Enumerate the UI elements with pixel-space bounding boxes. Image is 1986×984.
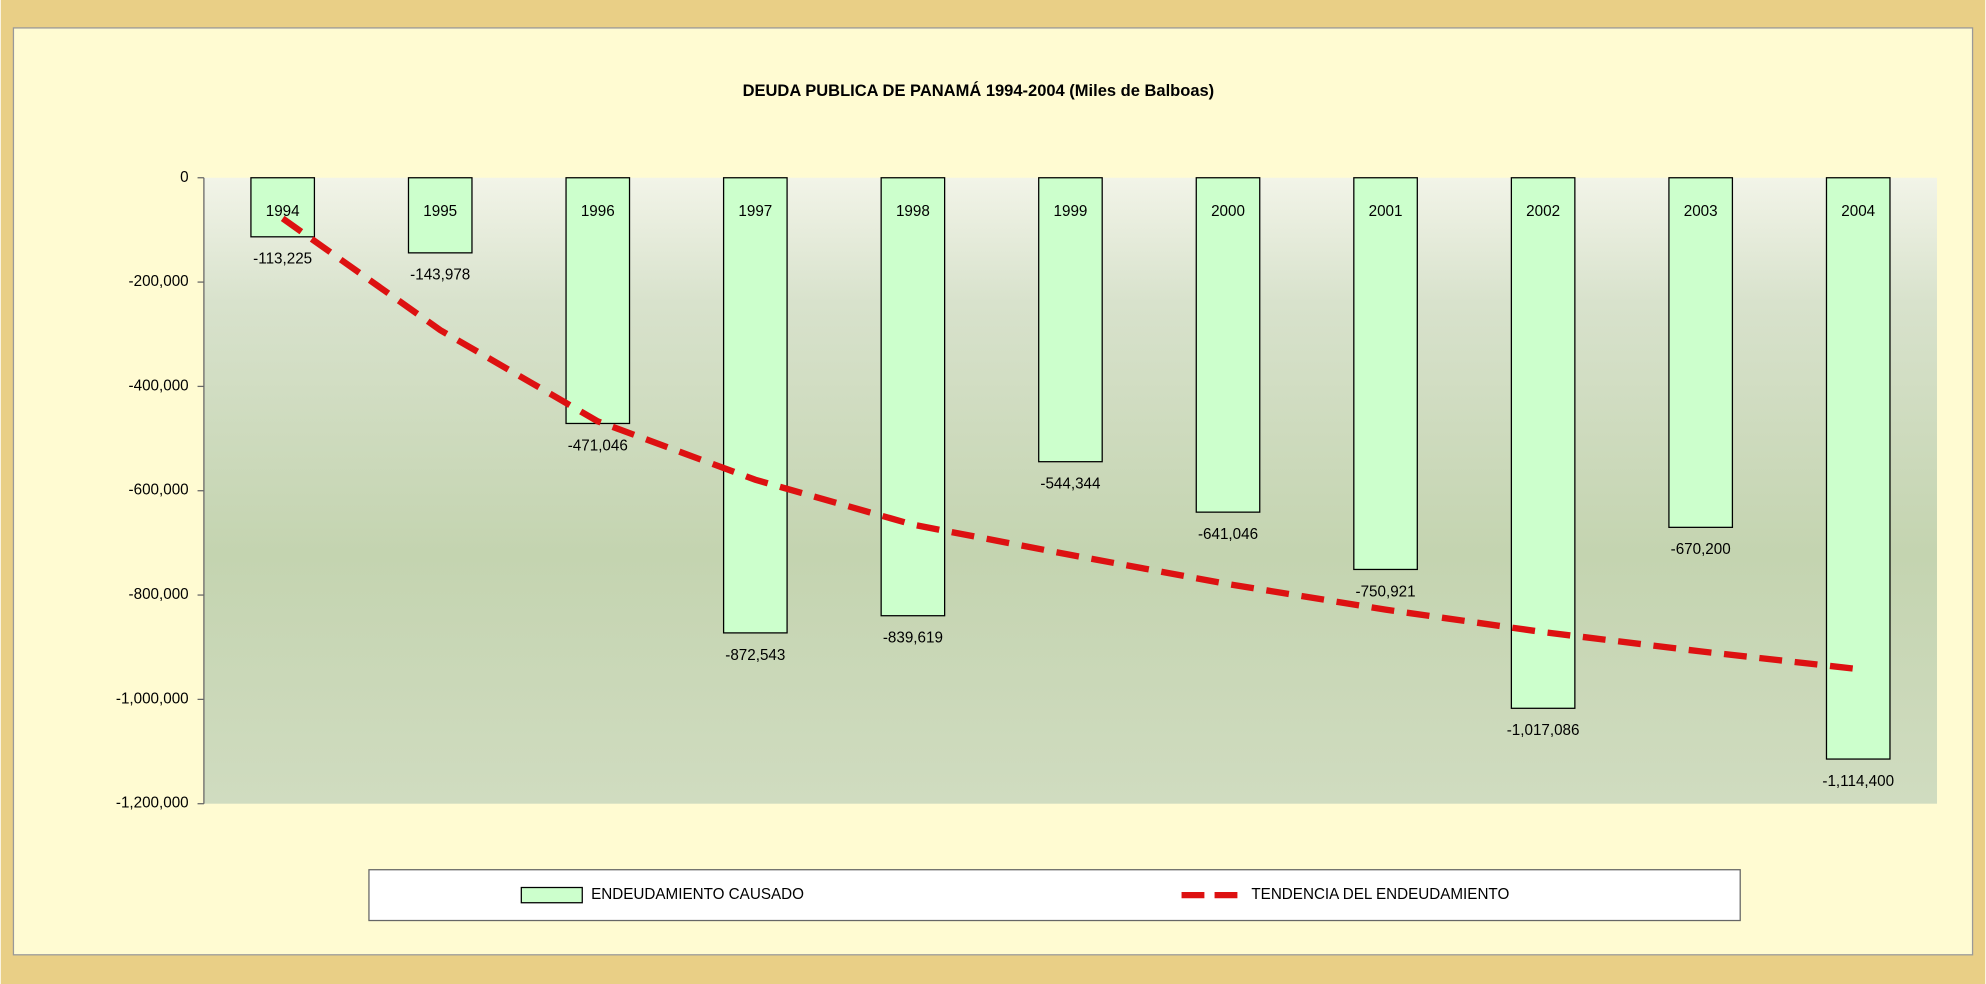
category-label: 2003 [1684, 203, 1718, 220]
page: DEUDA PUBLICA DE PANAMÁ 1994-2004 (Miles… [0, 0, 1986, 984]
data-label: -1,017,086 [1507, 722, 1580, 739]
y-tick-label: -1,200,000 [116, 795, 189, 812]
data-label: -670,200 [1671, 541, 1731, 558]
bar [724, 178, 787, 633]
data-label: -1,114,400 [1822, 773, 1894, 790]
y-tick-label: -200,000 [129, 273, 189, 290]
bar [1196, 178, 1259, 512]
data-label: -471,046 [568, 437, 628, 454]
legend-swatch [521, 888, 582, 903]
category-label: 2000 [1211, 203, 1245, 220]
legend-label: ENDEUDAMIENTO CAUSADO [591, 886, 804, 903]
bar [1039, 178, 1102, 462]
data-label: -143,978 [410, 267, 470, 284]
bar [1354, 178, 1417, 570]
legend-label: TENDENCIA DEL ENDEUDAMIENTO [1251, 886, 1509, 903]
category-label: 2001 [1369, 203, 1403, 220]
data-label: -839,619 [883, 630, 943, 647]
bar [1826, 178, 1889, 759]
category-label: 1995 [423, 203, 457, 220]
category-label: 2004 [1841, 203, 1875, 220]
y-tick-label: -800,000 [129, 586, 189, 603]
bar [881, 178, 944, 616]
category-label: 1994 [266, 203, 300, 220]
y-tick-label: 0 [180, 169, 188, 186]
chart-title: DEUDA PUBLICA DE PANAMÁ 1994-2004 (Miles… [743, 81, 1215, 100]
category-label: 2002 [1526, 203, 1560, 220]
data-label: -750,921 [1356, 583, 1416, 600]
category-label: 1998 [896, 203, 930, 220]
category-label: 1997 [738, 203, 772, 220]
y-tick-label: -400,000 [129, 377, 189, 394]
chart: DEUDA PUBLICA DE PANAMÁ 1994-2004 (Miles… [0, 0, 1986, 984]
y-tick-label: -1,000,000 [116, 690, 189, 707]
data-label: -872,543 [725, 647, 785, 664]
bar [1669, 178, 1732, 528]
category-label: 1996 [581, 203, 615, 220]
data-label: -113,225 [253, 251, 312, 268]
data-label: -641,046 [1198, 526, 1258, 543]
y-tick-label: -600,000 [129, 482, 189, 499]
category-label: 1999 [1054, 203, 1088, 220]
data-label: -544,344 [1040, 476, 1101, 493]
